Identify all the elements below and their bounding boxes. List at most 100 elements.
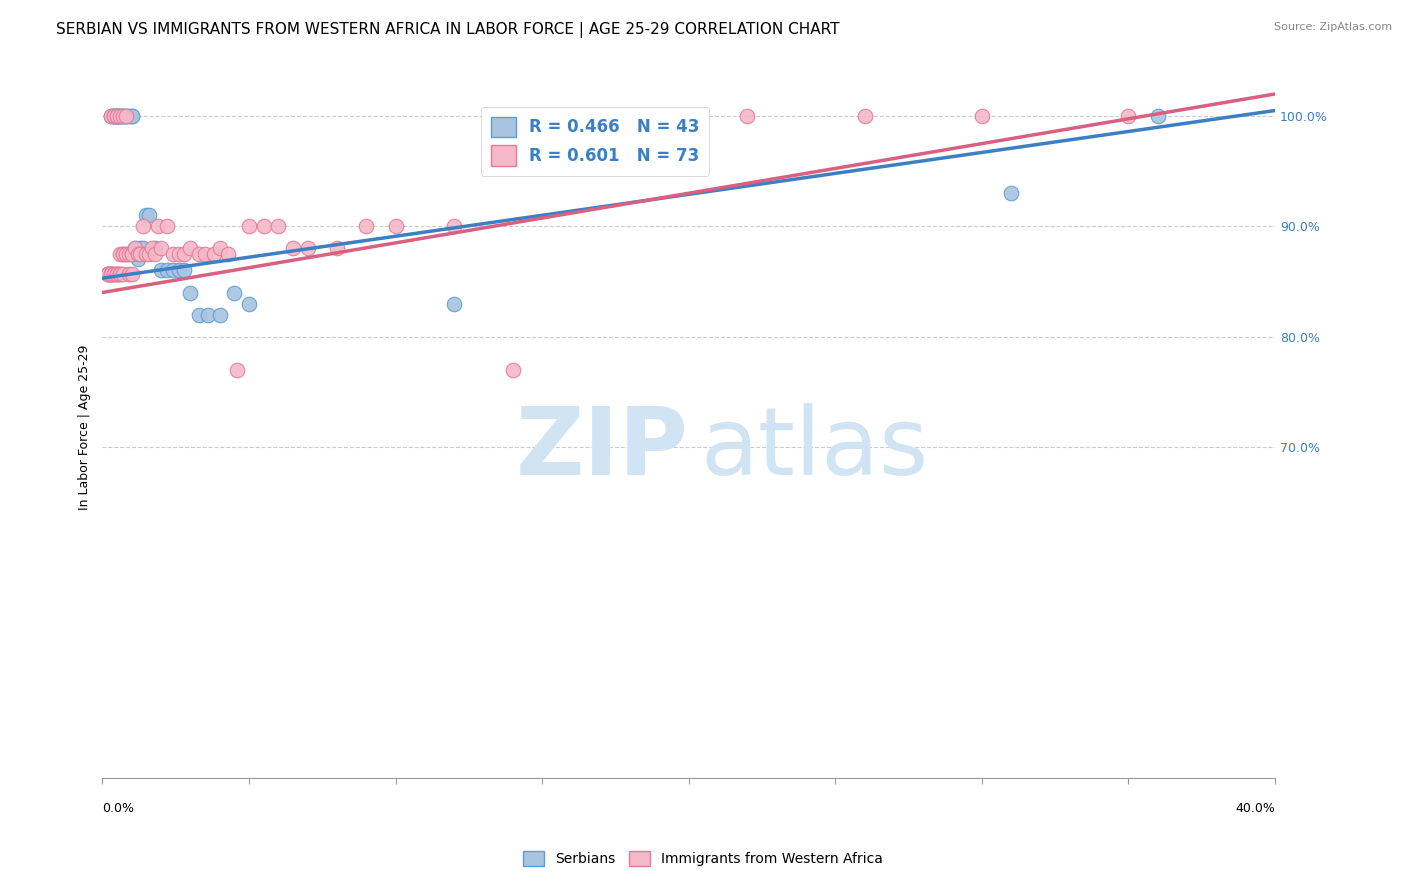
Point bbox=[108, 247, 131, 261]
Point bbox=[135, 208, 157, 222]
Point bbox=[105, 109, 128, 123]
Point bbox=[167, 247, 190, 261]
Point bbox=[118, 267, 141, 281]
Point bbox=[560, 109, 582, 123]
Text: SERBIAN VS IMMIGRANTS FROM WESTERN AFRICA IN LABOR FORCE | AGE 25-29 CORRELATION: SERBIAN VS IMMIGRANTS FROM WESTERN AFRIC… bbox=[56, 22, 839, 38]
Legend: R = 0.466   N = 43, R = 0.601   N = 73: R = 0.466 N = 43, R = 0.601 N = 73 bbox=[481, 107, 709, 176]
Point bbox=[100, 267, 122, 281]
Point bbox=[224, 285, 246, 300]
Point bbox=[105, 109, 128, 123]
Point bbox=[103, 267, 125, 281]
Point bbox=[103, 109, 125, 123]
Point bbox=[619, 109, 641, 123]
Point bbox=[100, 267, 122, 281]
Point bbox=[143, 241, 166, 255]
Point bbox=[111, 109, 134, 123]
Point bbox=[238, 219, 260, 234]
Point bbox=[173, 263, 195, 277]
Point bbox=[121, 109, 143, 123]
Point bbox=[238, 296, 260, 310]
Point bbox=[114, 109, 136, 123]
Point bbox=[226, 362, 249, 376]
Point bbox=[202, 247, 225, 261]
Point bbox=[143, 247, 166, 261]
Point bbox=[127, 252, 149, 267]
Point bbox=[970, 109, 993, 123]
Y-axis label: In Labor Force | Age 25-29: In Labor Force | Age 25-29 bbox=[79, 345, 91, 510]
Point bbox=[105, 109, 128, 123]
Point bbox=[97, 267, 120, 281]
Point bbox=[114, 109, 136, 123]
Point bbox=[281, 241, 304, 255]
Point bbox=[208, 308, 231, 322]
Point bbox=[150, 241, 173, 255]
Point bbox=[114, 247, 136, 261]
Point bbox=[111, 109, 134, 123]
Point bbox=[108, 109, 131, 123]
Point bbox=[100, 267, 122, 281]
Point bbox=[108, 267, 131, 281]
Point bbox=[114, 247, 136, 261]
Text: 40.0%: 40.0% bbox=[1234, 802, 1275, 815]
Point bbox=[97, 267, 120, 281]
Point bbox=[103, 109, 125, 123]
Point bbox=[1118, 109, 1140, 123]
Point bbox=[118, 109, 141, 123]
Point bbox=[141, 241, 163, 255]
Point bbox=[156, 263, 179, 277]
Point bbox=[197, 308, 219, 322]
Point bbox=[105, 109, 128, 123]
Point bbox=[138, 247, 160, 261]
Point bbox=[111, 267, 134, 281]
Point bbox=[146, 219, 169, 234]
Text: Source: ZipAtlas.com: Source: ZipAtlas.com bbox=[1274, 22, 1392, 32]
Point bbox=[118, 247, 141, 261]
Point bbox=[121, 267, 143, 281]
Point bbox=[188, 308, 211, 322]
Point bbox=[105, 267, 128, 281]
Point bbox=[105, 267, 128, 281]
Point bbox=[217, 247, 239, 261]
Point bbox=[103, 267, 125, 281]
Point bbox=[252, 219, 274, 234]
Text: 0.0%: 0.0% bbox=[103, 802, 135, 815]
Point bbox=[111, 109, 134, 123]
Point bbox=[108, 109, 131, 123]
Point bbox=[208, 241, 231, 255]
Point bbox=[108, 267, 131, 281]
Point bbox=[132, 241, 155, 255]
Point bbox=[103, 109, 125, 123]
Legend: Serbians, Immigrants from Western Africa: Serbians, Immigrants from Western Africa bbox=[517, 846, 889, 871]
Point bbox=[108, 109, 131, 123]
Point bbox=[103, 109, 125, 123]
Point bbox=[114, 109, 136, 123]
Point bbox=[267, 219, 290, 234]
Point bbox=[188, 247, 211, 261]
Point bbox=[121, 247, 143, 261]
Point bbox=[97, 267, 120, 281]
Point bbox=[179, 241, 201, 255]
Point bbox=[502, 362, 524, 376]
Point bbox=[127, 247, 149, 261]
Point bbox=[103, 109, 125, 123]
Point bbox=[111, 247, 134, 261]
Point bbox=[326, 241, 349, 255]
Point bbox=[108, 109, 131, 123]
Point bbox=[124, 241, 146, 255]
Point bbox=[129, 247, 152, 261]
Point bbox=[100, 267, 122, 281]
Point bbox=[173, 247, 195, 261]
Point bbox=[132, 219, 155, 234]
Point bbox=[194, 247, 217, 261]
Point bbox=[443, 219, 465, 234]
Point bbox=[297, 241, 319, 255]
Text: ZIP: ZIP bbox=[516, 402, 689, 494]
Point bbox=[135, 247, 157, 261]
Point bbox=[384, 219, 406, 234]
Point bbox=[853, 109, 876, 123]
Point bbox=[100, 267, 122, 281]
Point bbox=[121, 247, 143, 261]
Text: atlas: atlas bbox=[700, 402, 929, 494]
Point bbox=[1146, 109, 1168, 123]
Point bbox=[162, 263, 184, 277]
